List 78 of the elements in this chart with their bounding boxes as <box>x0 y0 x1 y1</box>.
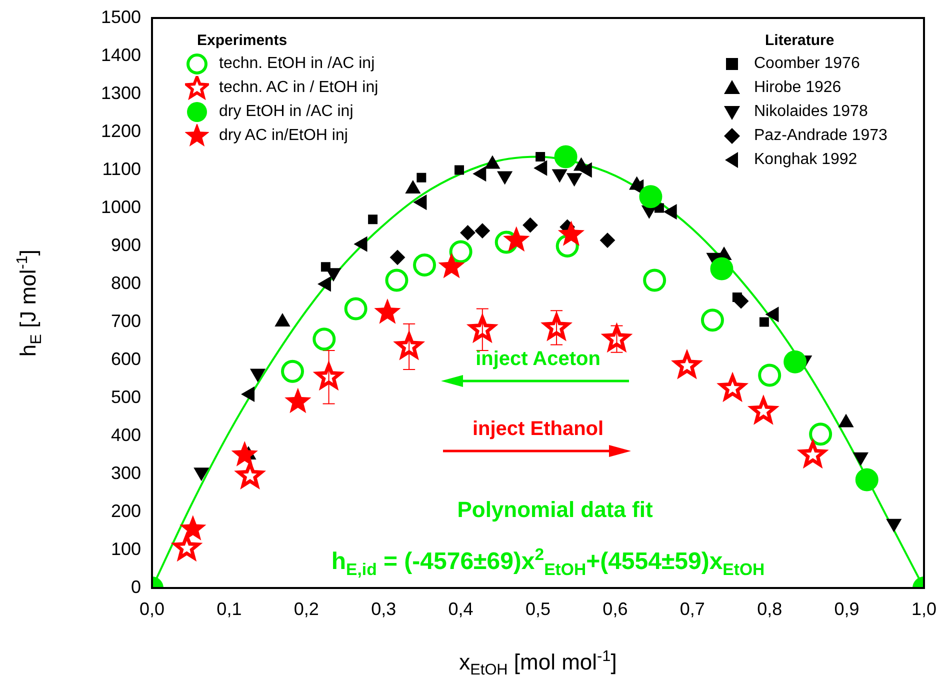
y-tick-label: 1500 <box>100 6 141 27</box>
legend-label: Paz-Andrade 1973 <box>754 127 888 145</box>
x-axis-title: x$_{EtOH}$ [mol mol$^{-1}$] <box>459 648 617 680</box>
y-tick-label: 1100 <box>102 158 141 179</box>
legend-label: techn. AC in / EtOH inj <box>219 79 378 97</box>
point <box>855 468 878 492</box>
legend-label: techn. EtOH in /AC inj <box>219 55 375 73</box>
point <box>368 214 378 224</box>
point <box>344 297 368 320</box>
y-tick-label: 200 <box>110 500 141 521</box>
y-tick-label: 1300 <box>100 82 141 103</box>
x-tick-label: 0,3 <box>371 598 396 619</box>
point <box>536 152 546 162</box>
y-tick-label: 400 <box>110 424 141 445</box>
legend-label: Hirobe 1926 <box>754 79 842 97</box>
point <box>374 298 401 324</box>
point <box>416 172 426 182</box>
point <box>503 226 530 252</box>
x-tick-label: 1,0 <box>911 598 937 619</box>
point <box>390 250 405 265</box>
point <box>600 232 615 248</box>
point <box>554 145 578 168</box>
y-tick-label: 0 <box>130 576 141 597</box>
legend-label: Konghak 1992 <box>754 151 858 169</box>
y-tick-label: 800 <box>110 272 141 293</box>
point <box>784 350 807 374</box>
x-tick-label: 0,0 <box>139 598 165 619</box>
point <box>558 220 585 246</box>
annotation: h$_{E,id}$ = (-4576±69)x$^{2}$$_{EtOH}$+(4554±59)x$_{EtOH}$ <box>331 545 765 580</box>
legend-label: dry EtOH in /AC inj <box>219 103 354 121</box>
point <box>522 218 538 233</box>
point <box>284 388 312 414</box>
point <box>758 364 782 387</box>
annotation: inject Ethanol <box>472 418 604 441</box>
point <box>180 515 206 540</box>
point <box>281 360 304 383</box>
point <box>809 422 832 446</box>
point <box>460 225 476 240</box>
x-tick-label: 0,7 <box>680 598 705 619</box>
point <box>643 268 666 292</box>
point <box>474 223 490 238</box>
x-tick-label: 0,5 <box>525 598 551 619</box>
point <box>759 317 769 327</box>
point <box>275 314 290 326</box>
point <box>312 328 336 351</box>
y-tick-label: 1400 <box>100 44 141 65</box>
point <box>454 165 464 175</box>
legend-label: Coomber 1976 <box>754 55 860 73</box>
legend-label: dry AC in/EtOH inj <box>219 127 348 145</box>
point <box>710 257 734 280</box>
point <box>385 268 408 292</box>
point <box>413 254 436 276</box>
point <box>838 414 854 428</box>
text: Literature <box>765 32 834 49</box>
y-tick-label: 600 <box>110 348 141 369</box>
point <box>449 240 472 264</box>
x-tick-label: 0,8 <box>757 598 782 619</box>
annotation: inject Aceton <box>476 348 600 371</box>
y-tick-label: 100 <box>110 538 141 559</box>
y-tick-label: 700 <box>110 310 141 331</box>
y-tick-label: 1200 <box>100 120 141 141</box>
y-tick-label: 500 <box>110 386 141 407</box>
x-tick-label: 0,6 <box>602 598 628 619</box>
text: Experiments <box>197 32 288 49</box>
y-tick-label: 1000 <box>100 196 141 217</box>
x-tick-label: 0,9 <box>834 598 860 619</box>
point <box>320 262 330 272</box>
point <box>438 252 465 278</box>
annotation: Polynomial data fit <box>457 497 653 523</box>
legend-label: Nikolaides 1978 <box>754 103 868 121</box>
point <box>231 441 258 466</box>
x-tick-label: 0,1 <box>216 598 242 619</box>
y-tick-label: 300 <box>110 462 141 483</box>
point <box>639 185 662 208</box>
x-tick-label: 0,2 <box>294 598 319 619</box>
point <box>700 308 724 332</box>
y-tick-label: 900 <box>110 234 141 255</box>
x-tick-label: 0,4 <box>448 598 474 619</box>
